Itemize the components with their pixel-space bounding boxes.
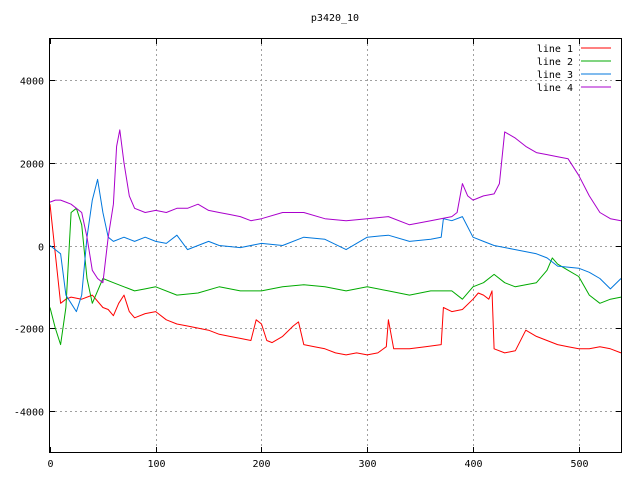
axes: 0 100 200 300 400 500 -4000 -2000 0 2000 4000 (14, 39, 621, 470)
y-tick-label: 2000 (20, 160, 44, 171)
legend-label-1: line 1 (537, 44, 573, 55)
x-tick-label: 200 (252, 459, 270, 470)
legend-label-4: line 4 (537, 83, 573, 94)
series-line-3 (49, 178, 622, 313)
x-tick-label: 500 (570, 459, 588, 470)
x-tick-label: 300 (358, 459, 376, 470)
x-tick-label: 0 (47, 459, 53, 470)
series-line-2 (49, 207, 622, 346)
y-tick-label: -2000 (14, 325, 44, 336)
y-tick-label: 0 (38, 243, 44, 254)
legend: line 1 line 2 line 3 line 4 (537, 44, 611, 94)
legend-label-3: line 3 (537, 70, 573, 81)
y-tick-label: -4000 (14, 408, 44, 419)
series-line-1 (49, 204, 622, 356)
y-tick-label: 4000 (20, 77, 44, 88)
plot-frame (49, 38, 622, 453)
legend-label-2: line 2 (537, 57, 573, 68)
x-tick-label: 400 (464, 459, 482, 470)
series-lines (49, 129, 622, 356)
chart-title: p3420_10 (311, 13, 359, 24)
x-tick-label: 100 (147, 459, 165, 470)
grid (50, 39, 621, 452)
series-line-4 (49, 129, 622, 284)
